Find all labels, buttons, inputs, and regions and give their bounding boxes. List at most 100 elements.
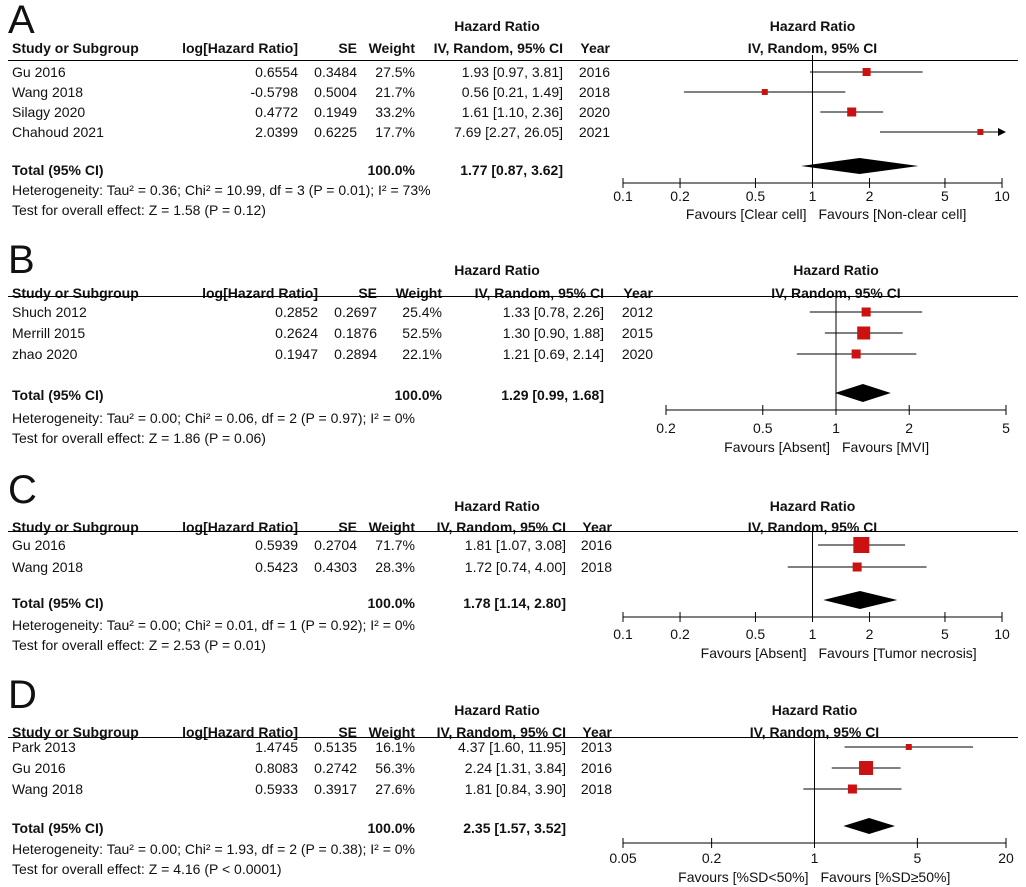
header-year: Year: [582, 724, 612, 740]
row-weight: 52.5%: [402, 325, 442, 341]
row-study: Silagy 2020: [12, 104, 86, 120]
row-weight: 22.1%: [402, 346, 442, 362]
panel-label: A: [8, 0, 35, 42]
axis-tick-label: 10: [994, 626, 1010, 642]
row-loghr: 0.5423: [255, 559, 298, 575]
row-weight: 25.4%: [402, 304, 442, 320]
row-ci: 1.81 [0.84, 3.90]: [464, 781, 566, 797]
row-se: 0.2742: [314, 760, 357, 776]
total-ci: 1.77 [0.87, 3.62]: [460, 162, 563, 178]
row-weight: 27.6%: [375, 781, 415, 797]
study-marker: [857, 326, 871, 340]
axis-tick-label: 1: [810, 850, 819, 866]
ci-arrow: [998, 128, 1006, 136]
study-marker: [761, 89, 768, 95]
header-loghr: log[Hazard Ratio]: [182, 724, 298, 740]
plot-header-hazard-ratio: Hazard Ratio: [769, 18, 856, 34]
row-ci: 1.33 [0.78, 2.26]: [502, 304, 604, 320]
header-hazard-ratio: Hazard Ratio: [454, 18, 540, 34]
total-label: Total (95% CI): [12, 595, 104, 611]
favours-left-label: Favours [%SD<50%]: [678, 869, 809, 885]
row-loghr: 0.4772: [255, 104, 298, 120]
axis-tick-label: 1: [808, 188, 817, 204]
row-se: 0.2894: [334, 346, 377, 362]
total-ci: 2.35 [1.57, 3.52]: [463, 820, 566, 836]
row-ci: 7.69 [2.27, 26.05]: [454, 124, 563, 140]
row-se: 0.2704: [314, 537, 357, 553]
panel-label: D: [8, 673, 37, 717]
row-study: Gu 2016: [12, 760, 66, 776]
header-se: SE: [358, 285, 377, 301]
row-ci: 1.61 [1.10, 2.36]: [461, 104, 563, 120]
axis-tick-label: 0.5: [745, 188, 766, 204]
row-weight: 28.3%: [375, 559, 415, 575]
plot-header-hazard-ratio: Hazard Ratio: [793, 262, 879, 278]
axis-tick-label: 10: [994, 188, 1010, 204]
plot-header-hazard-ratio: Hazard Ratio: [769, 498, 856, 514]
row-weight: 27.5%: [375, 64, 415, 80]
axis-tick-label: 0.2: [656, 420, 676, 436]
header-hazard-ratio: Hazard Ratio: [454, 262, 540, 278]
overall-effect-text: Test for overall effect: Z = 4.16 (P < 0…: [12, 861, 282, 877]
pooled-diamond: [823, 591, 898, 609]
row-se: 0.5135: [314, 739, 357, 755]
axis-tick-label: 5: [1002, 420, 1010, 436]
favours-right-label: Favours [%SD≥50%]: [820, 869, 951, 885]
row-weight: 17.7%: [375, 124, 415, 140]
axis-tick-label: 0.05: [609, 850, 637, 866]
header-ci: IV, Random, 95% CI: [474, 285, 604, 301]
row-year: 2016: [580, 537, 612, 553]
study-marker: [852, 562, 862, 572]
row-loghr: 0.2852: [275, 304, 318, 320]
header-weight: Weight: [395, 285, 442, 301]
row-weight: 33.2%: [375, 104, 415, 120]
header-weight: Weight: [368, 40, 415, 56]
row-study: Gu 2016: [12, 64, 66, 80]
row-loghr: 0.2624: [275, 325, 318, 341]
header-rule: [8, 531, 1018, 532]
study-marker: [847, 784, 857, 794]
axis-tick-label: 0.5: [753, 420, 773, 436]
study-marker: [861, 307, 871, 317]
heterogeneity-text: Heterogeneity: Tau² = 0.36; Chi² = 10.99…: [12, 182, 431, 198]
total-label: Total (95% CI): [12, 387, 104, 403]
row-year: 2016: [580, 760, 612, 776]
header-year: Year: [623, 285, 653, 301]
total-weight: 100.0%: [394, 387, 442, 403]
study-marker: [977, 129, 984, 135]
header-ci: IV, Random, 95% CI: [436, 724, 566, 740]
axis-tick-label: 1: [832, 420, 840, 436]
header-hazard-ratio: Hazard Ratio: [454, 702, 540, 718]
favours-right-label: Favours [Tumor necrosis]: [818, 645, 977, 661]
axis-tick-label: 0.1: [613, 626, 633, 642]
row-se: 0.1876: [334, 325, 377, 341]
study-marker: [859, 761, 874, 775]
study-marker: [851, 349, 861, 359]
axis-tick-label: 2: [905, 420, 914, 436]
row-se: 0.3917: [314, 781, 357, 797]
row-weight: 21.7%: [375, 84, 415, 100]
study-marker: [853, 537, 870, 553]
total-label: Total (95% CI): [12, 820, 104, 836]
total-ci: 1.29 [0.99, 1.68]: [501, 387, 604, 403]
row-ci: 1.21 [0.69, 2.14]: [502, 346, 604, 362]
pooled-diamond: [834, 384, 891, 402]
row-year: 2018: [578, 84, 610, 100]
row-loghr: 0.8083: [255, 760, 298, 776]
row-year: 2018: [580, 559, 612, 575]
header-se: SE: [338, 40, 357, 56]
axis-tick-label: 20: [998, 850, 1014, 866]
row-loghr: -0.5798: [250, 84, 298, 100]
row-ci: 4.37 [1.60, 11.95]: [458, 739, 566, 755]
row-year: 2016: [578, 64, 610, 80]
favours-right-label: Favours [Non-clear cell]: [818, 206, 967, 222]
header-loghr: log[Hazard Ratio]: [182, 40, 298, 56]
panel-label: B: [8, 238, 35, 282]
axis-tick-label: 1: [808, 626, 817, 642]
row-study: Wang 2018: [12, 781, 84, 797]
row-study: Chahoud 2021: [12, 124, 104, 140]
total-ci: 1.78 [1.14, 2.80]: [463, 595, 566, 611]
row-loghr: 0.5933: [255, 781, 298, 797]
heterogeneity-text: Heterogeneity: Tau² = 0.00; Chi² = 0.01,…: [12, 617, 415, 633]
row-weight: 71.7%: [375, 537, 415, 553]
